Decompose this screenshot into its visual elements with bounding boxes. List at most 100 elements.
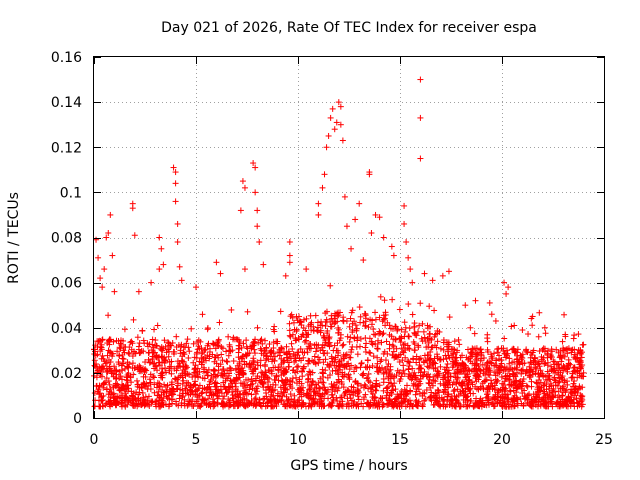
data-point — [542, 330, 549, 337]
data-point — [574, 349, 581, 356]
data-point — [564, 364, 571, 371]
data-point — [118, 401, 125, 408]
data-point — [432, 360, 439, 367]
data-point — [335, 371, 342, 378]
data-point — [473, 395, 480, 402]
data-point — [91, 390, 98, 397]
data-point — [153, 353, 160, 360]
data-point — [484, 393, 491, 400]
data-point — [568, 390, 575, 397]
data-point — [490, 394, 497, 401]
data-point — [209, 398, 216, 405]
data-point — [449, 397, 456, 404]
data-point — [388, 387, 395, 394]
data-point — [383, 384, 390, 391]
data-point — [568, 374, 575, 381]
data-point — [378, 339, 385, 346]
data-point — [131, 232, 138, 239]
data-point — [404, 358, 411, 365]
data-point — [306, 386, 313, 393]
data-point — [122, 403, 129, 410]
data-point — [427, 393, 434, 400]
data-point — [384, 389, 391, 396]
data-point — [356, 304, 363, 311]
data-point — [312, 312, 319, 319]
data-point — [256, 396, 263, 403]
data-point — [400, 362, 407, 369]
data-point — [349, 320, 356, 327]
data-point — [411, 347, 418, 354]
data-point — [411, 369, 418, 376]
data-point — [372, 211, 379, 218]
data-point — [240, 370, 247, 377]
data-point — [444, 401, 451, 408]
data-point — [354, 393, 361, 400]
data-point — [523, 367, 530, 374]
data-point — [221, 393, 228, 400]
data-point — [493, 357, 500, 364]
data-point — [357, 364, 364, 371]
data-point — [168, 363, 175, 370]
data-point — [436, 356, 443, 363]
data-point — [252, 390, 259, 397]
data-point — [574, 399, 581, 406]
data-point — [385, 360, 392, 367]
x-tick-label: 20 — [493, 432, 511, 448]
data-point — [561, 379, 568, 386]
data-point — [277, 308, 284, 315]
data-point — [500, 367, 507, 374]
data-point — [198, 350, 205, 357]
data-point — [191, 381, 198, 388]
data-point — [91, 346, 98, 353]
data-point — [494, 400, 501, 407]
data-point — [319, 399, 326, 406]
data-point — [131, 349, 138, 356]
data-point — [459, 387, 466, 394]
data-point — [98, 397, 105, 404]
data-point — [365, 385, 372, 392]
data-point — [271, 328, 278, 335]
data-point — [488, 311, 495, 318]
data-point — [360, 384, 367, 391]
data-point — [431, 333, 438, 340]
data-point — [180, 358, 187, 365]
data-point — [286, 259, 293, 266]
data-point — [335, 378, 342, 385]
data-point — [240, 352, 247, 359]
data-point — [396, 306, 403, 313]
data-point — [564, 362, 571, 369]
data-point — [99, 284, 106, 291]
data-point — [555, 399, 562, 406]
data-point — [292, 369, 299, 376]
data-point — [514, 402, 521, 409]
data-point — [97, 403, 104, 410]
data-point — [268, 368, 275, 375]
data-point — [176, 263, 183, 270]
data-point — [117, 345, 124, 352]
data-point — [477, 385, 484, 392]
data-point — [239, 383, 246, 390]
data-point — [101, 380, 108, 387]
data-point — [99, 352, 106, 359]
data-point — [561, 311, 568, 318]
data-point — [331, 388, 338, 395]
data-point — [427, 384, 434, 391]
data-point — [121, 343, 128, 350]
data-point — [293, 364, 300, 371]
data-point — [419, 320, 426, 327]
data-point — [529, 322, 536, 329]
data-point — [489, 396, 496, 403]
data-point — [273, 372, 280, 379]
data-point — [368, 340, 375, 347]
data-point — [156, 380, 163, 387]
data-point — [155, 388, 162, 395]
y-tick-label: 0.12 — [51, 140, 82, 156]
data-point — [283, 354, 290, 361]
data-point — [190, 340, 197, 347]
data-point — [250, 160, 257, 167]
data-point — [569, 346, 576, 353]
data-point — [559, 392, 566, 399]
data-point — [194, 373, 201, 380]
data-point — [303, 266, 310, 273]
data-point — [427, 348, 434, 355]
